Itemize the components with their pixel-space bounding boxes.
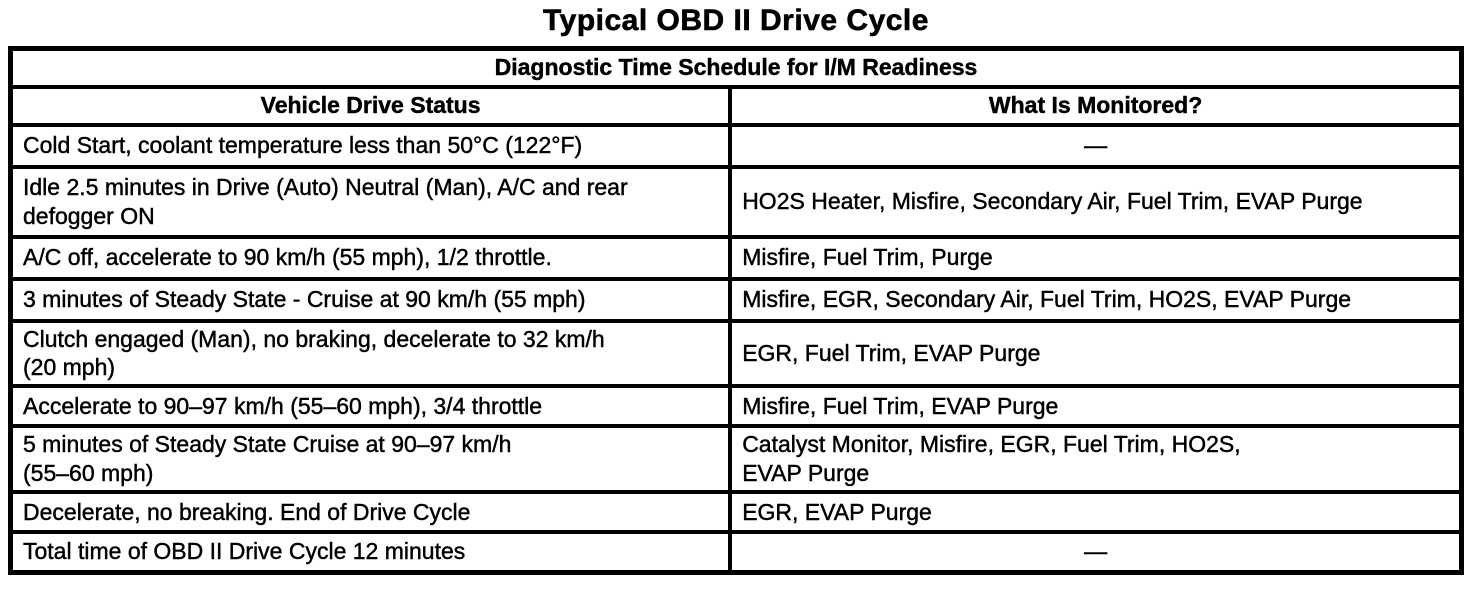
cell-status: A/C off, accelerate to 90 km/h (55 mph),… bbox=[8, 234, 733, 281]
cell-monitored: Misfire, Fuel Trim, EVAP Purge bbox=[728, 384, 1464, 428]
table-caption-row: Diagnostic Time Schedule for I/M Readine… bbox=[8, 46, 1464, 89]
cell-status: 5 minutes of Steady State Cruise at 90–9… bbox=[8, 424, 733, 494]
drive-cycle-table: Diagnostic Time Schedule for I/M Readine… bbox=[8, 46, 1464, 575]
cell-status: 3 minutes of Steady State - Cruise at 90… bbox=[8, 276, 733, 323]
table-row: Decelerate, no breaking. End of Drive Cy… bbox=[8, 490, 1464, 534]
table-header-row: Vehicle Drive Status What Is Monitored? bbox=[8, 84, 1464, 127]
table-row: Clutch engaged (Man), no braking, decele… bbox=[8, 318, 1464, 388]
table-row: Cold Start, coolant temperature less tha… bbox=[8, 122, 1464, 169]
cell-monitored: Misfire, Fuel Trim, Purge bbox=[728, 234, 1464, 281]
table-row: Idle 2.5 minutes in Drive (Auto) Neutral… bbox=[8, 164, 1464, 239]
cell-status: Cold Start, coolant temperature less tha… bbox=[8, 122, 733, 169]
table-row: 3 minutes of Steady State - Cruise at 90… bbox=[8, 276, 1464, 323]
table-row: 5 minutes of Steady State Cruise at 90–9… bbox=[8, 424, 1464, 494]
cell-monitored: Catalyst Monitor, Misfire, EGR, Fuel Tri… bbox=[728, 424, 1464, 494]
column-header-monitored: What Is Monitored? bbox=[728, 84, 1464, 127]
cell-monitored: HO2S Heater, Misfire, Secondary Air, Fue… bbox=[728, 164, 1464, 239]
table-row: Accelerate to 90–97 km/h (55–60 mph), 3/… bbox=[8, 384, 1464, 428]
cell-monitored: — bbox=[728, 122, 1464, 169]
cell-status: Idle 2.5 minutes in Drive (Auto) Neutral… bbox=[8, 164, 733, 239]
cell-monitored: EGR, Fuel Trim, EVAP Purge bbox=[728, 318, 1464, 388]
cell-monitored: EGR, EVAP Purge bbox=[728, 490, 1464, 534]
cell-status: Clutch engaged (Man), no braking, decele… bbox=[8, 318, 733, 388]
cell-monitored: — bbox=[728, 530, 1464, 574]
cell-status: Accelerate to 90–97 km/h (55–60 mph), 3/… bbox=[8, 384, 733, 428]
table-caption: Diagnostic Time Schedule for I/M Readine… bbox=[8, 46, 1464, 89]
table-row: A/C off, accelerate to 90 km/h (55 mph),… bbox=[8, 234, 1464, 281]
cell-monitored: Misfire, EGR, Secondary Air, Fuel Trim, … bbox=[728, 276, 1464, 323]
cell-status: Total time of OBD II Drive Cycle 12 minu… bbox=[8, 530, 733, 574]
cell-status: Decelerate, no breaking. End of Drive Cy… bbox=[8, 490, 733, 534]
table-row: Total time of OBD II Drive Cycle 12 minu… bbox=[8, 530, 1464, 574]
column-header-status: Vehicle Drive Status bbox=[8, 84, 733, 127]
page-title: Typical OBD II Drive Cycle bbox=[543, 4, 929, 38]
